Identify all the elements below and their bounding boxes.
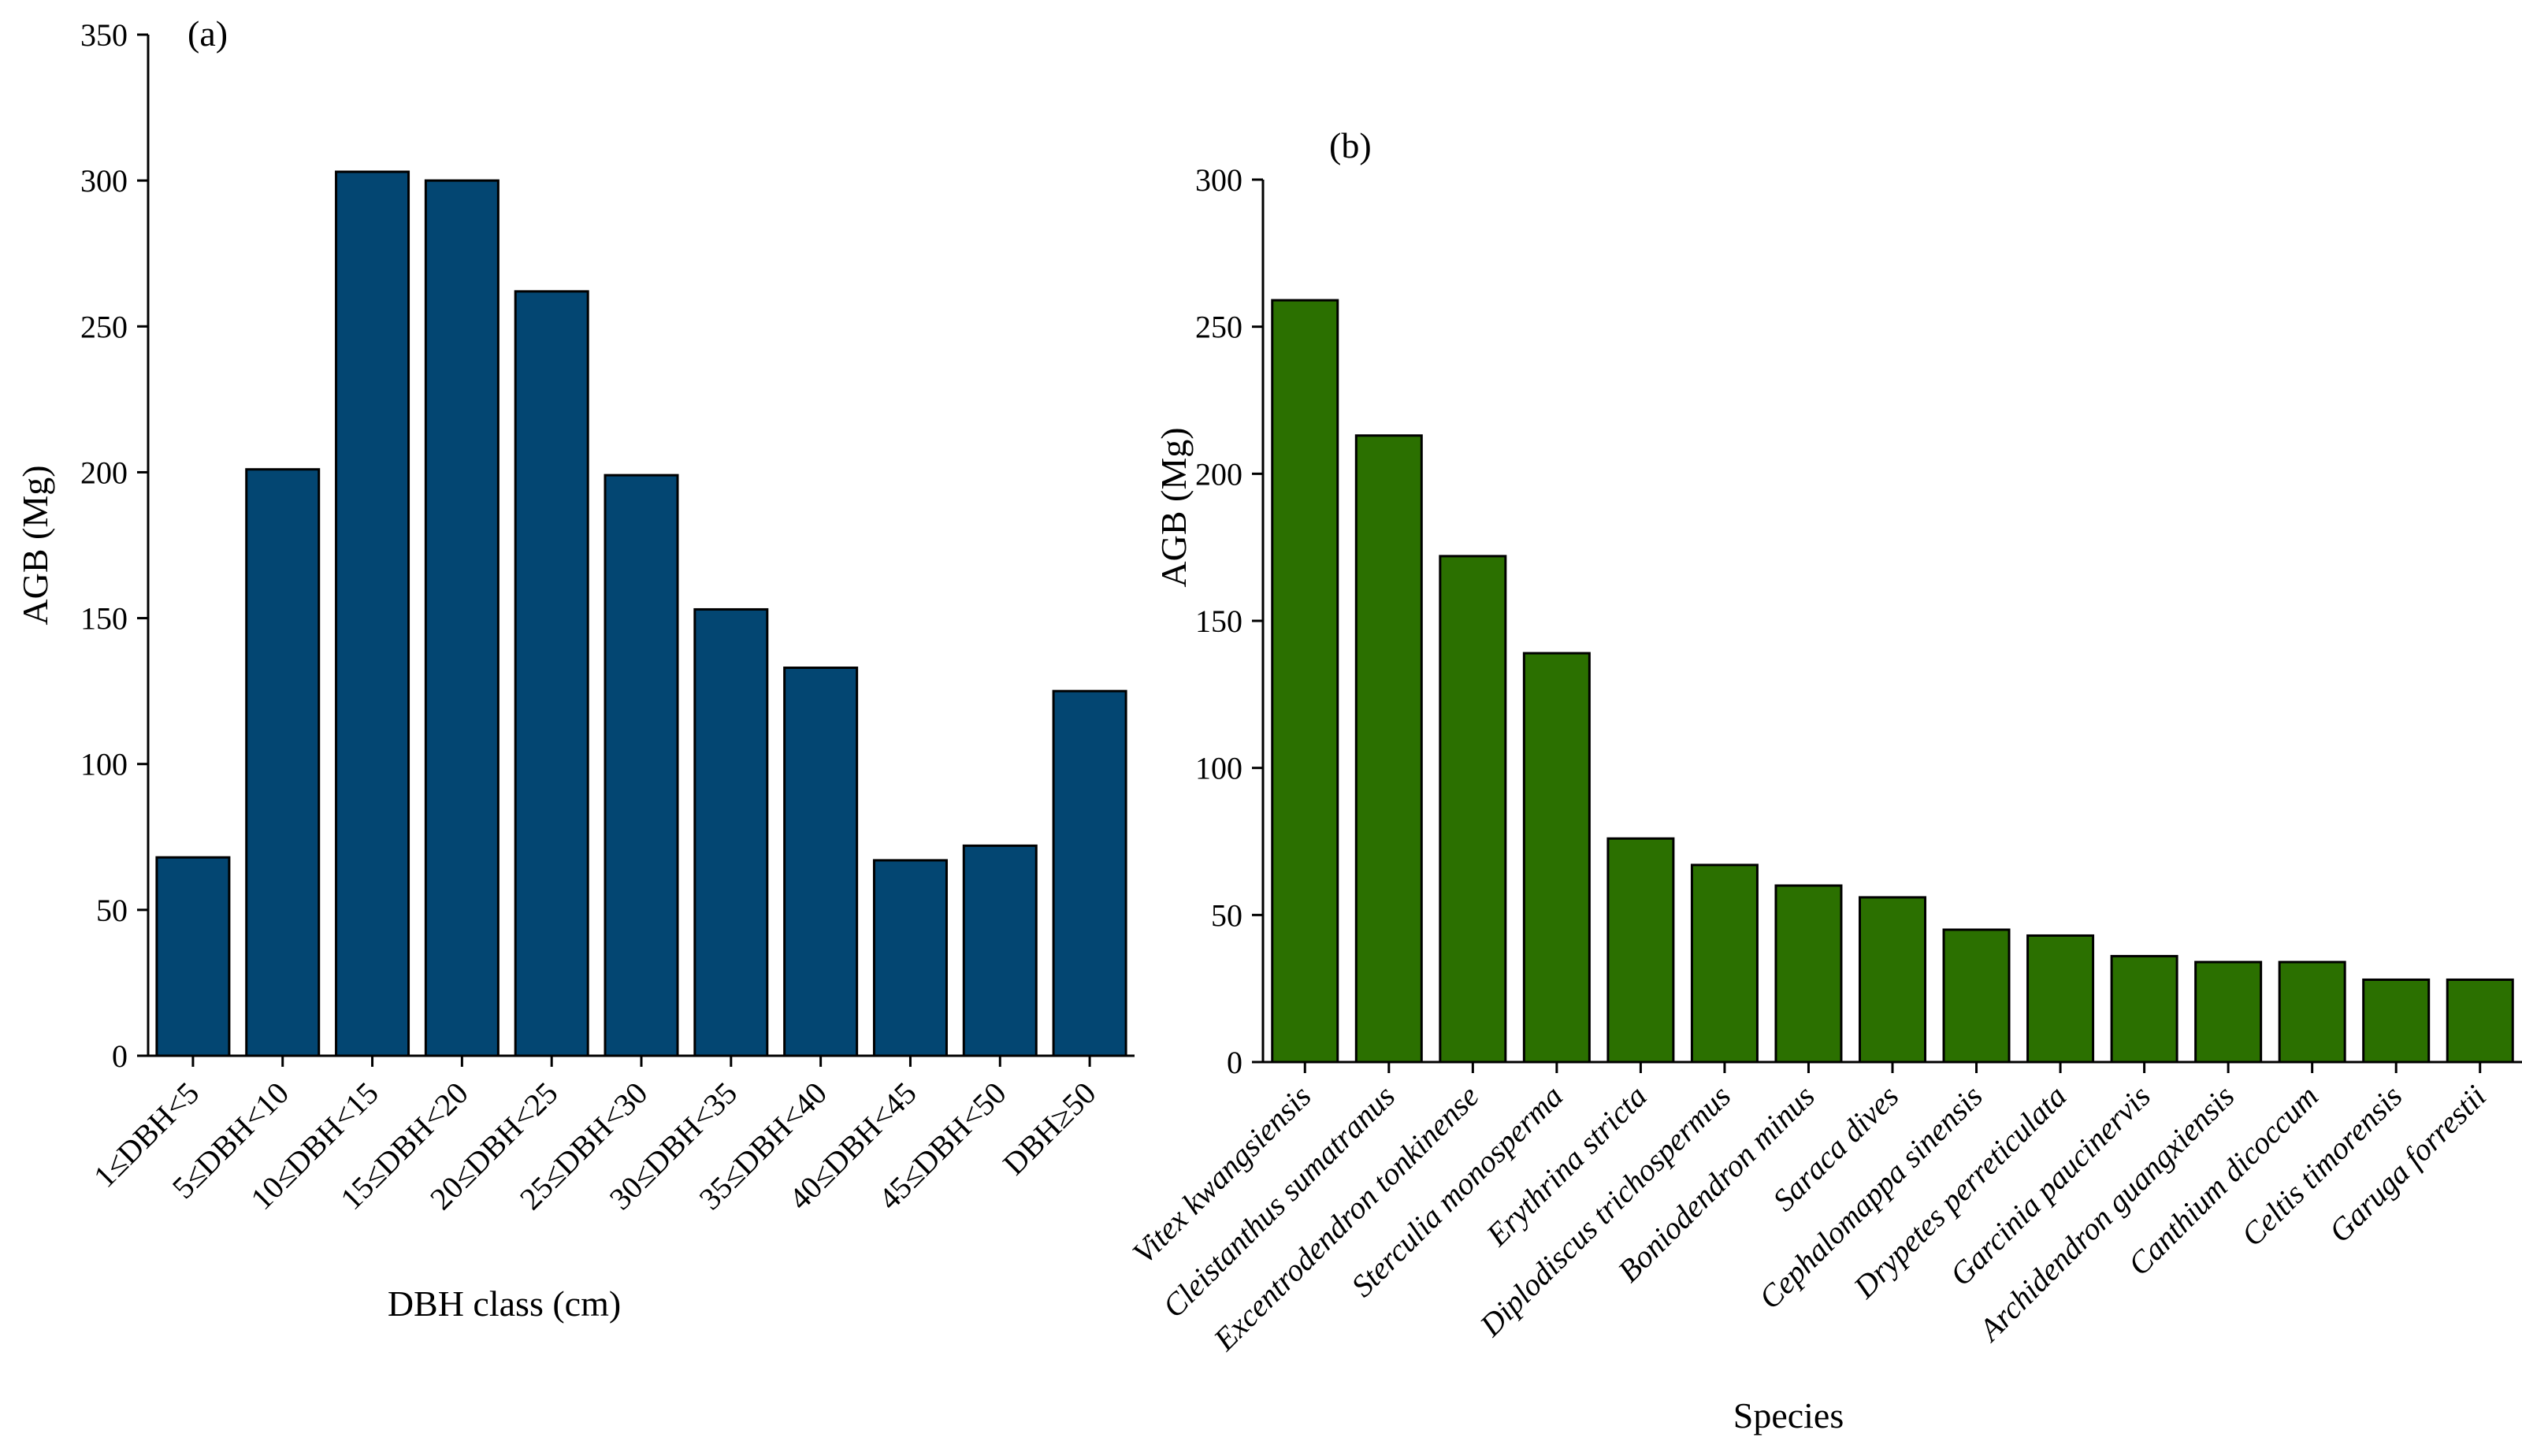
bar-b-8 [1942, 928, 2011, 1064]
y-tick-label: 150 [1195, 604, 1242, 639]
bar-b-1 [1354, 434, 1423, 1064]
bar-b-11 [2194, 960, 2263, 1064]
y-tick-label: 350 [80, 17, 128, 53]
y-tick-label: 0 [1227, 1045, 1242, 1080]
bar-b-10 [2110, 955, 2178, 1064]
bar-b-14 [2446, 978, 2514, 1064]
y-tick-label: 250 [80, 309, 128, 344]
bar-a-5 [604, 474, 679, 1057]
bar-a-10 [1052, 689, 1127, 1057]
bar-b-9 [2026, 934, 2095, 1064]
bar-a-0 [155, 856, 231, 1057]
bar-a-4 [514, 290, 589, 1057]
bar-b-5 [1690, 864, 1759, 1064]
chart-a-agb-by-dbh-class: 0501001502002503003501≤DBH<55≤DBH<1010≤D… [15, 13, 1135, 1324]
bar-a-8 [872, 859, 948, 1057]
y-tick-label: 200 [1195, 456, 1242, 492]
bar-b-13 [2362, 978, 2431, 1064]
bar-a-7 [783, 667, 859, 1057]
x-axis-title: DBH class (cm) [388, 1283, 621, 1324]
y-tick-label: 250 [1195, 310, 1242, 345]
y-tick-label: 150 [80, 601, 128, 637]
bar-a-9 [962, 844, 1038, 1057]
y-tick-label: 200 [80, 455, 128, 490]
bar-b-12 [2278, 960, 2346, 1064]
y-tick-label: 300 [1195, 162, 1242, 198]
bar-b-6 [1774, 884, 1843, 1064]
bar-b-4 [1606, 837, 1675, 1064]
bar-a-6 [693, 607, 769, 1057]
bar-b-2 [1439, 555, 1507, 1064]
bar-b-0 [1271, 299, 1339, 1064]
bar-b-7 [1859, 896, 1926, 1064]
bar-b-3 [1522, 652, 1591, 1064]
x-axis-title: Species [1733, 1395, 1844, 1436]
bar-a-3 [424, 179, 500, 1057]
x-tick-label: DBH≥50 [996, 1075, 1102, 1182]
y-tick-label: 100 [80, 747, 128, 782]
bar-a-2 [335, 170, 410, 1057]
panel-label: (b) [1329, 125, 1372, 165]
y-tick-label: 50 [1211, 897, 1242, 933]
y-tick-label: 0 [112, 1038, 128, 1074]
y-tick-label: 300 [80, 163, 128, 199]
y-tick-label: 100 [1195, 751, 1242, 786]
y-axis-title: AGB (Mg) [1153, 427, 1194, 587]
y-tick-label: 50 [96, 893, 128, 928]
panel-label: (a) [188, 13, 228, 54]
y-axis-title: AGB (Mg) [15, 465, 55, 625]
bar-a-1 [245, 468, 321, 1057]
